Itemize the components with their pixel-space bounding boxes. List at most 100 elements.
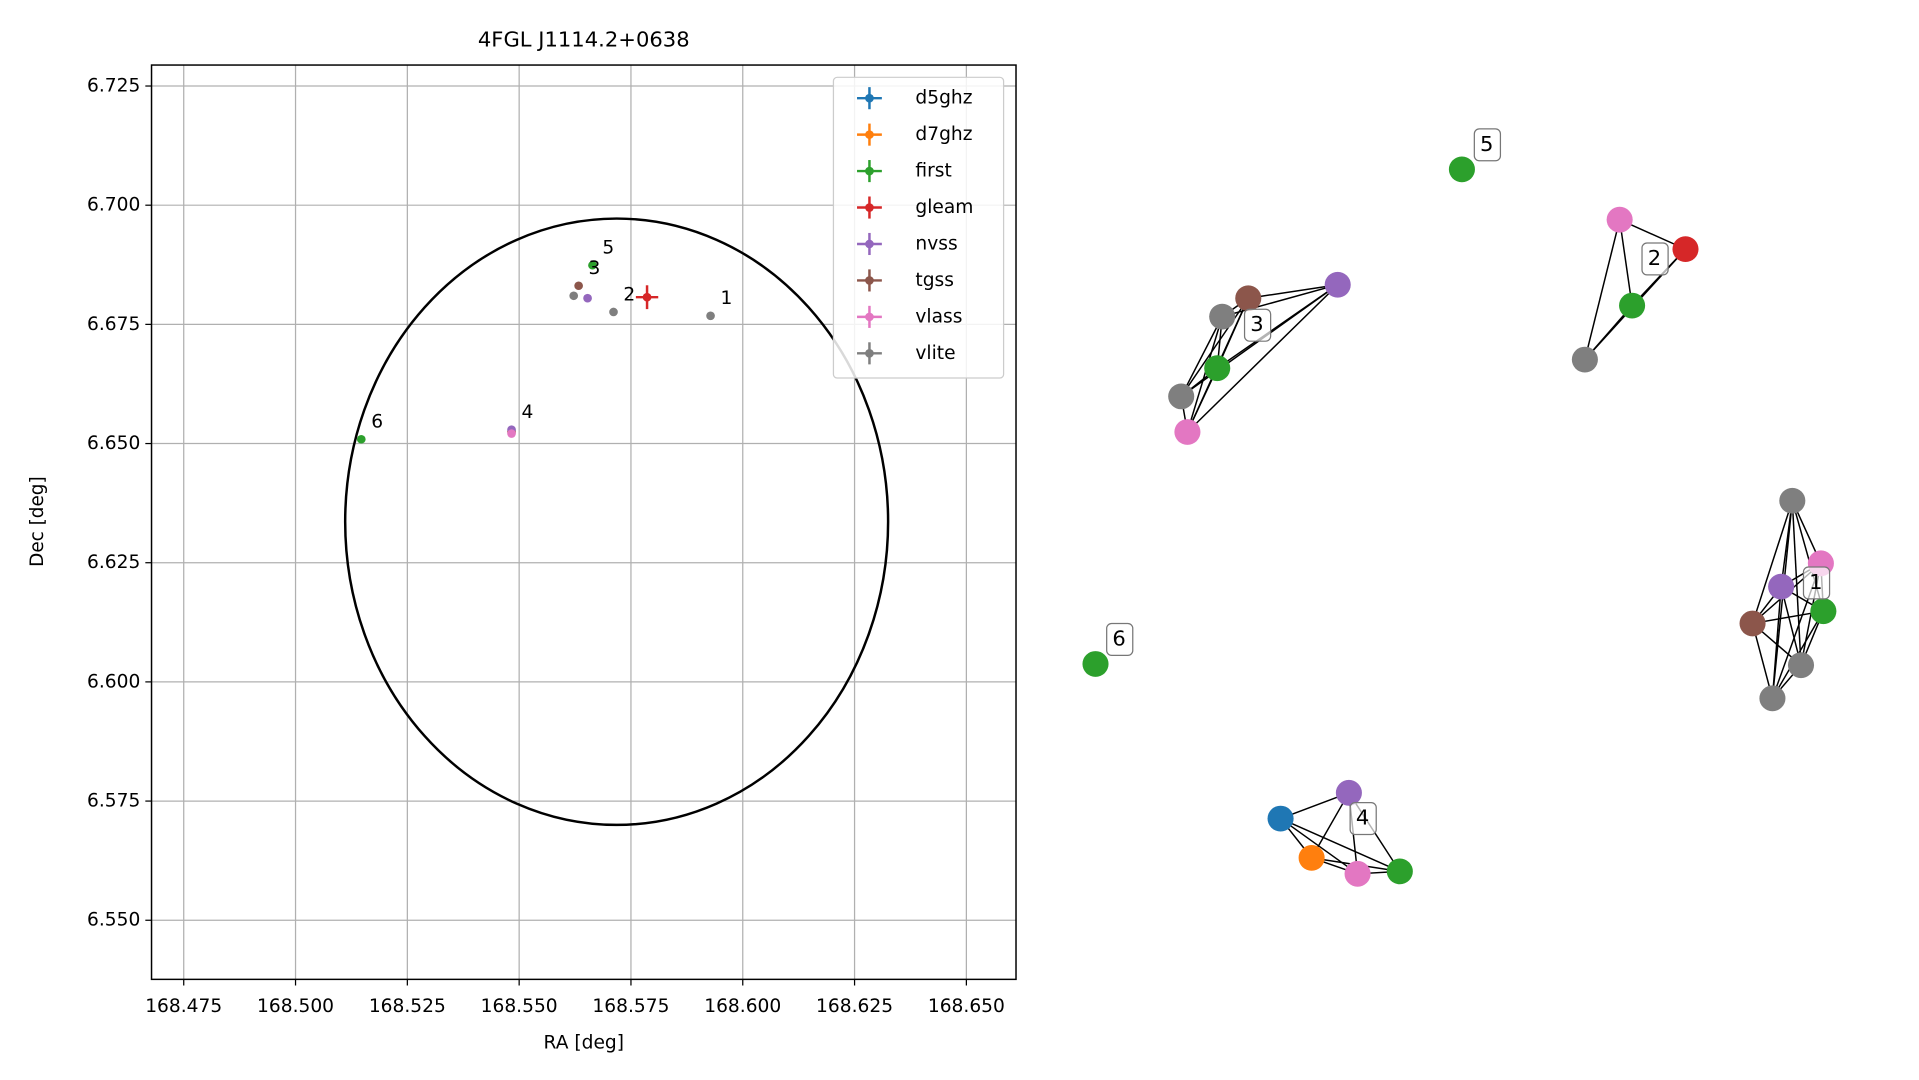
legend-label: nvss xyxy=(915,234,957,255)
graph-label: 5 xyxy=(1480,132,1493,156)
graph-node xyxy=(1779,487,1806,514)
y-tick-label: 6.550 xyxy=(87,910,140,931)
point xyxy=(609,307,618,317)
y-tick-label: 6.600 xyxy=(87,671,140,692)
graph-edge xyxy=(1186,316,1223,433)
graph-edge xyxy=(1771,500,1794,699)
legend-label: vlite xyxy=(915,343,955,364)
legend-marker xyxy=(865,166,874,176)
graph-node xyxy=(1204,355,1231,382)
graph-label: 2 xyxy=(1648,246,1661,270)
point xyxy=(588,260,597,270)
graph-label-box xyxy=(1106,622,1134,656)
legend-marker xyxy=(865,349,874,358)
point xyxy=(583,293,592,303)
legend-label: d7ghz xyxy=(915,124,972,145)
x-tick-label: 168.600 xyxy=(704,996,781,1017)
annotation: 5 xyxy=(602,238,614,259)
graph-edge xyxy=(1180,316,1223,397)
y-tick-label: 6.700 xyxy=(87,195,140,216)
y-tick-label: 6.650 xyxy=(87,433,140,454)
x-tick-label: 168.625 xyxy=(816,996,893,1017)
legend-label: vlass xyxy=(915,306,962,327)
point xyxy=(574,281,583,291)
graph-edge xyxy=(1751,500,1794,624)
graph-edge xyxy=(1771,586,1782,699)
graph-node xyxy=(1324,271,1351,298)
y-tick-label: 6.725 xyxy=(87,76,140,97)
graph-node xyxy=(1344,860,1371,887)
y-tick-label: 6.675 xyxy=(87,314,140,335)
graph-edge xyxy=(1248,283,1338,299)
annotation: 2 xyxy=(623,284,635,305)
graph-label-box xyxy=(1243,308,1272,342)
graph-node xyxy=(1448,156,1475,183)
legend-marker xyxy=(865,239,874,249)
graph-node xyxy=(1168,383,1195,410)
x-tick-label: 168.550 xyxy=(481,996,558,1017)
x-tick-label: 168.500 xyxy=(257,996,334,1017)
legend-marker xyxy=(865,203,874,212)
graph-label-box xyxy=(1641,242,1669,276)
point xyxy=(507,429,516,438)
graph-node xyxy=(1619,292,1646,319)
graph-node xyxy=(1082,651,1109,677)
graph-node xyxy=(1768,573,1795,600)
graph-edge xyxy=(1791,500,1802,666)
graph-label: 1 xyxy=(1809,570,1822,594)
point xyxy=(706,311,715,321)
annotation: 1 xyxy=(720,288,732,309)
graph-label: 6 xyxy=(1112,626,1125,650)
annotation: 3 xyxy=(589,258,601,279)
y-tick-label: 6.625 xyxy=(87,552,140,573)
point xyxy=(569,291,579,301)
graph-node xyxy=(1298,844,1325,871)
graph-label-box xyxy=(1349,802,1377,836)
graph-edge xyxy=(1780,586,1802,666)
graph-node xyxy=(1267,805,1294,832)
legend-marker xyxy=(865,130,874,139)
legend-label: tgss xyxy=(915,270,954,291)
legend-label: d5ghz xyxy=(915,88,972,109)
graph-node xyxy=(1235,285,1262,312)
graph-edge xyxy=(1618,219,1633,306)
x-tick-label: 168.475 xyxy=(145,996,222,1017)
graph-label-box xyxy=(1473,128,1502,162)
point xyxy=(356,434,366,444)
graph-edge xyxy=(1186,284,1339,433)
graph-node xyxy=(1739,610,1766,637)
graph-edge xyxy=(1751,623,1774,699)
graph-edge xyxy=(1280,817,1401,873)
graph-label: 4 xyxy=(1356,806,1369,830)
x-axis-label: RA [deg] xyxy=(544,1033,624,1054)
legend-marker xyxy=(865,276,874,285)
graph-label: 3 xyxy=(1250,312,1263,336)
graph-node xyxy=(1174,419,1201,445)
graph-node xyxy=(1787,652,1815,679)
graph-node xyxy=(1571,346,1598,373)
annotation: 4 xyxy=(521,402,533,423)
legend-marker xyxy=(865,312,874,322)
x-tick-label: 168.525 xyxy=(369,996,446,1017)
graph-node xyxy=(1606,206,1633,233)
error-ellipse xyxy=(343,217,890,827)
legend-label: first xyxy=(915,161,951,182)
graph-node xyxy=(1672,236,1699,263)
x-tick-label: 168.650 xyxy=(928,996,1005,1017)
graph-node xyxy=(1335,779,1362,806)
graph-node xyxy=(1759,685,1786,712)
graph-edge xyxy=(1221,284,1338,318)
legend-label: gleam xyxy=(915,197,973,218)
graph-node xyxy=(1209,303,1236,330)
y-axis-label: Dec [deg] xyxy=(27,476,48,567)
x-tick-label: 168.575 xyxy=(592,996,669,1017)
graph-edge xyxy=(1280,817,1359,875)
y-tick-label: 6.575 xyxy=(87,791,140,812)
graph-edge xyxy=(1584,219,1621,360)
graph-node xyxy=(1386,858,1413,885)
annotation: 6 xyxy=(371,412,383,433)
legend-marker xyxy=(865,93,874,103)
graph-label-box xyxy=(1802,566,1831,600)
